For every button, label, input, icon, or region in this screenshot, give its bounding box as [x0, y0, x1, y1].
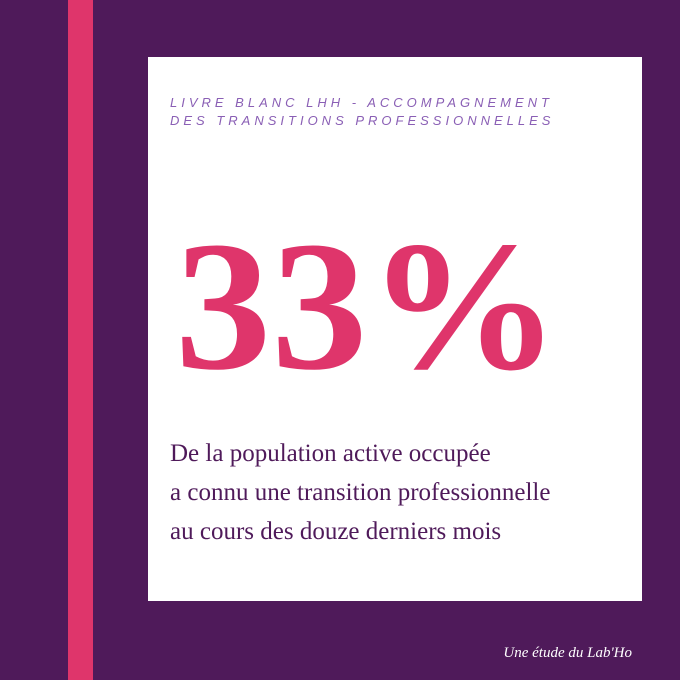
card [148, 57, 642, 601]
footer: Une étude du Lab'Ho [503, 645, 632, 661]
accent-stripe [68, 0, 93, 680]
header-line: LIVRE BLANC LHH - ACCOMPAGNEMENT [170, 95, 553, 110]
stat: 33% [175, 204, 560, 409]
description-line: De la population active occupée [170, 440, 491, 467]
description-line: au cours des douze derniers mois [170, 518, 501, 545]
description-line: a connu une transition professionnelle [170, 479, 550, 506]
header-line: DES TRANSITIONS PROFESSIONNELLES [170, 113, 554, 128]
